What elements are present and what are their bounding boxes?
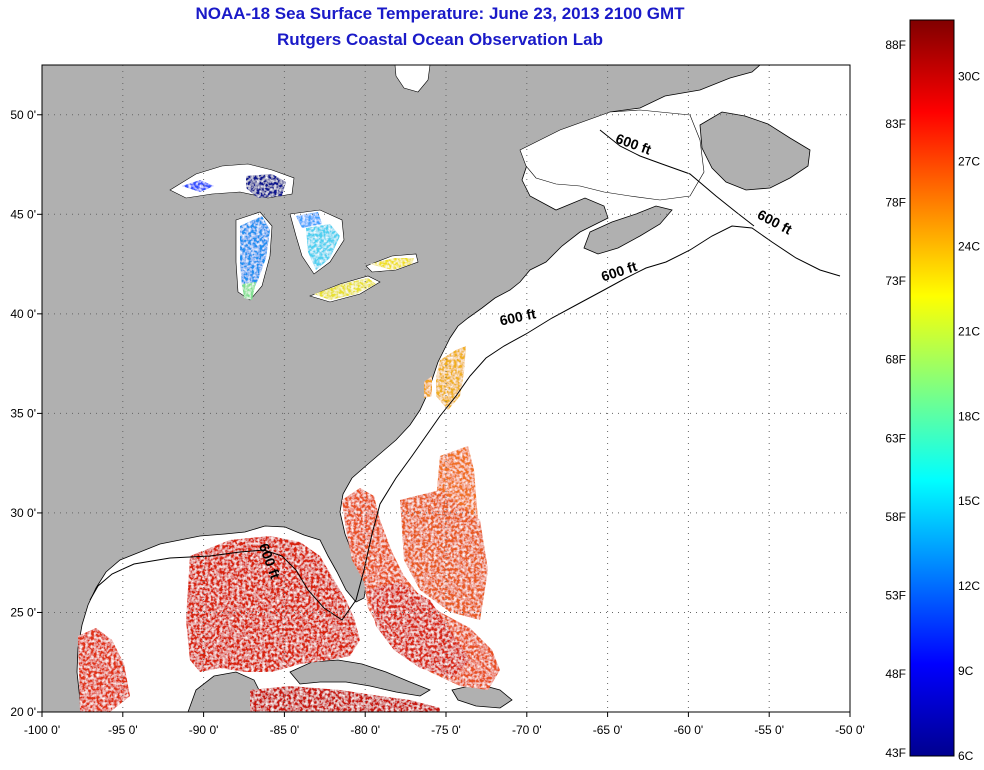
lon-tick-label: -70 0': [512, 723, 542, 737]
cuba-land: [289, 659, 431, 697]
colorbar-f-label: 88F: [885, 38, 906, 52]
sst-chesapeake: [424, 376, 432, 398]
latitude-ticks: 20 0' 25 0' 30 0' 35 0' 40 0' 45 0' 50 0': [10, 108, 42, 719]
colorbar-c-label: 6C: [958, 749, 974, 763]
north-america-land: [42, 65, 761, 712]
lon-tick-label: -50 0': [835, 723, 865, 737]
colorbar-c-label: 24C: [958, 239, 980, 253]
colorbar-c-label: 12C: [958, 579, 980, 593]
sst-lake-michigan-south: [242, 282, 256, 300]
colorbar-c-label: 30C: [958, 70, 980, 84]
map-title: NOAA-18 Sea Surface Temperature: June 23…: [195, 4, 685, 23]
sst-lake-huron: [306, 224, 340, 270]
sst-caribbean: [250, 686, 440, 712]
colorbar-c-label: 18C: [958, 409, 980, 423]
lon-tick-label: -85 0': [270, 723, 300, 737]
lon-tick-label: -55 0': [754, 723, 784, 737]
lon-tick-label: -60 0': [674, 723, 704, 737]
colorbar-c-label: 9C: [958, 664, 974, 678]
colorbar-f-label: 48F: [885, 667, 906, 681]
lon-tick-label: -95 0': [108, 723, 138, 737]
depth-contour-600ft: [89, 225, 841, 621]
map-subtitle: Rutgers Coastal Ocean Observation Lab: [277, 30, 603, 49]
lat-tick-label: 35 0': [10, 406, 36, 420]
colorbar-f-label: 63F: [885, 431, 906, 445]
st-lawrence-water: [519, 109, 705, 201]
colorbar-c-label: 15C: [958, 494, 980, 508]
lat-tick-label: 40 0': [10, 307, 36, 321]
lon-tick-label: -90 0': [189, 723, 219, 737]
lon-tick-label: -65 0': [593, 723, 623, 737]
colorbar-f-label: 68F: [885, 353, 906, 367]
colorbar-celsius-labels: 6C 9C 12C 15C 18C 21C 24C 27C 30C: [958, 70, 980, 763]
sst-lake-superior-east: [246, 174, 286, 198]
sst-lake-ontario: [370, 258, 414, 270]
sst-lake-erie: [314, 278, 376, 300]
sst-mid-atlantic-shelf: [436, 346, 466, 410]
sst-bahamas-region: [368, 582, 470, 678]
longitude-ticks: -100 0' -95 0' -90 0' -85 0' -80 0' -75 0' -70…: [24, 712, 865, 737]
colorbar-f-label: 78F: [885, 195, 906, 209]
lat-tick-label: 20 0': [10, 705, 36, 719]
lon-tick-label: -75 0': [431, 723, 461, 737]
james-bay-water: [394, 65, 431, 93]
sst-lake-superior-west: [182, 180, 214, 192]
colorbar-f-label: 58F: [885, 510, 906, 524]
sst-se-us-shelf: [342, 488, 500, 690]
newfoundland-land: [699, 111, 811, 191]
sst-lake-huron-north: [296, 212, 322, 228]
lon-tick-label: -80 0': [350, 723, 380, 737]
colorbar-fahrenheit-labels: 43F 48F 53F 58F 63F 68F 73F 78F 83F 88F: [885, 38, 906, 760]
lat-tick-label: 30 0': [10, 506, 36, 520]
colorbar-c-label: 27C: [958, 155, 980, 169]
sst-gulf-west: [78, 628, 130, 712]
colorbar: [909, 19, 955, 757]
lat-tick-label: 45 0': [10, 207, 36, 221]
lon-tick-label: -100 0': [24, 723, 60, 737]
depth-contour-label: 600 ft: [498, 305, 537, 328]
sst-lake-michigan: [240, 216, 270, 296]
sst-data-layer: [78, 174, 500, 712]
sst-sargasso: [400, 490, 488, 620]
nova-scotia-land: [583, 205, 673, 255]
lat-tick-label: 50 0': [10, 108, 36, 122]
sst-gulf-of-mexico: [186, 536, 360, 672]
colorbar-f-label: 73F: [885, 274, 906, 288]
colorbar-c-label: 21C: [958, 324, 980, 338]
lat-tick-label: 25 0': [10, 605, 36, 619]
colorbar-f-label: 83F: [885, 117, 906, 131]
colorbar-f-label: 43F: [885, 746, 906, 760]
colorbar-f-label: 53F: [885, 589, 906, 603]
depth-contour-600ft-north: [599, 129, 755, 227]
